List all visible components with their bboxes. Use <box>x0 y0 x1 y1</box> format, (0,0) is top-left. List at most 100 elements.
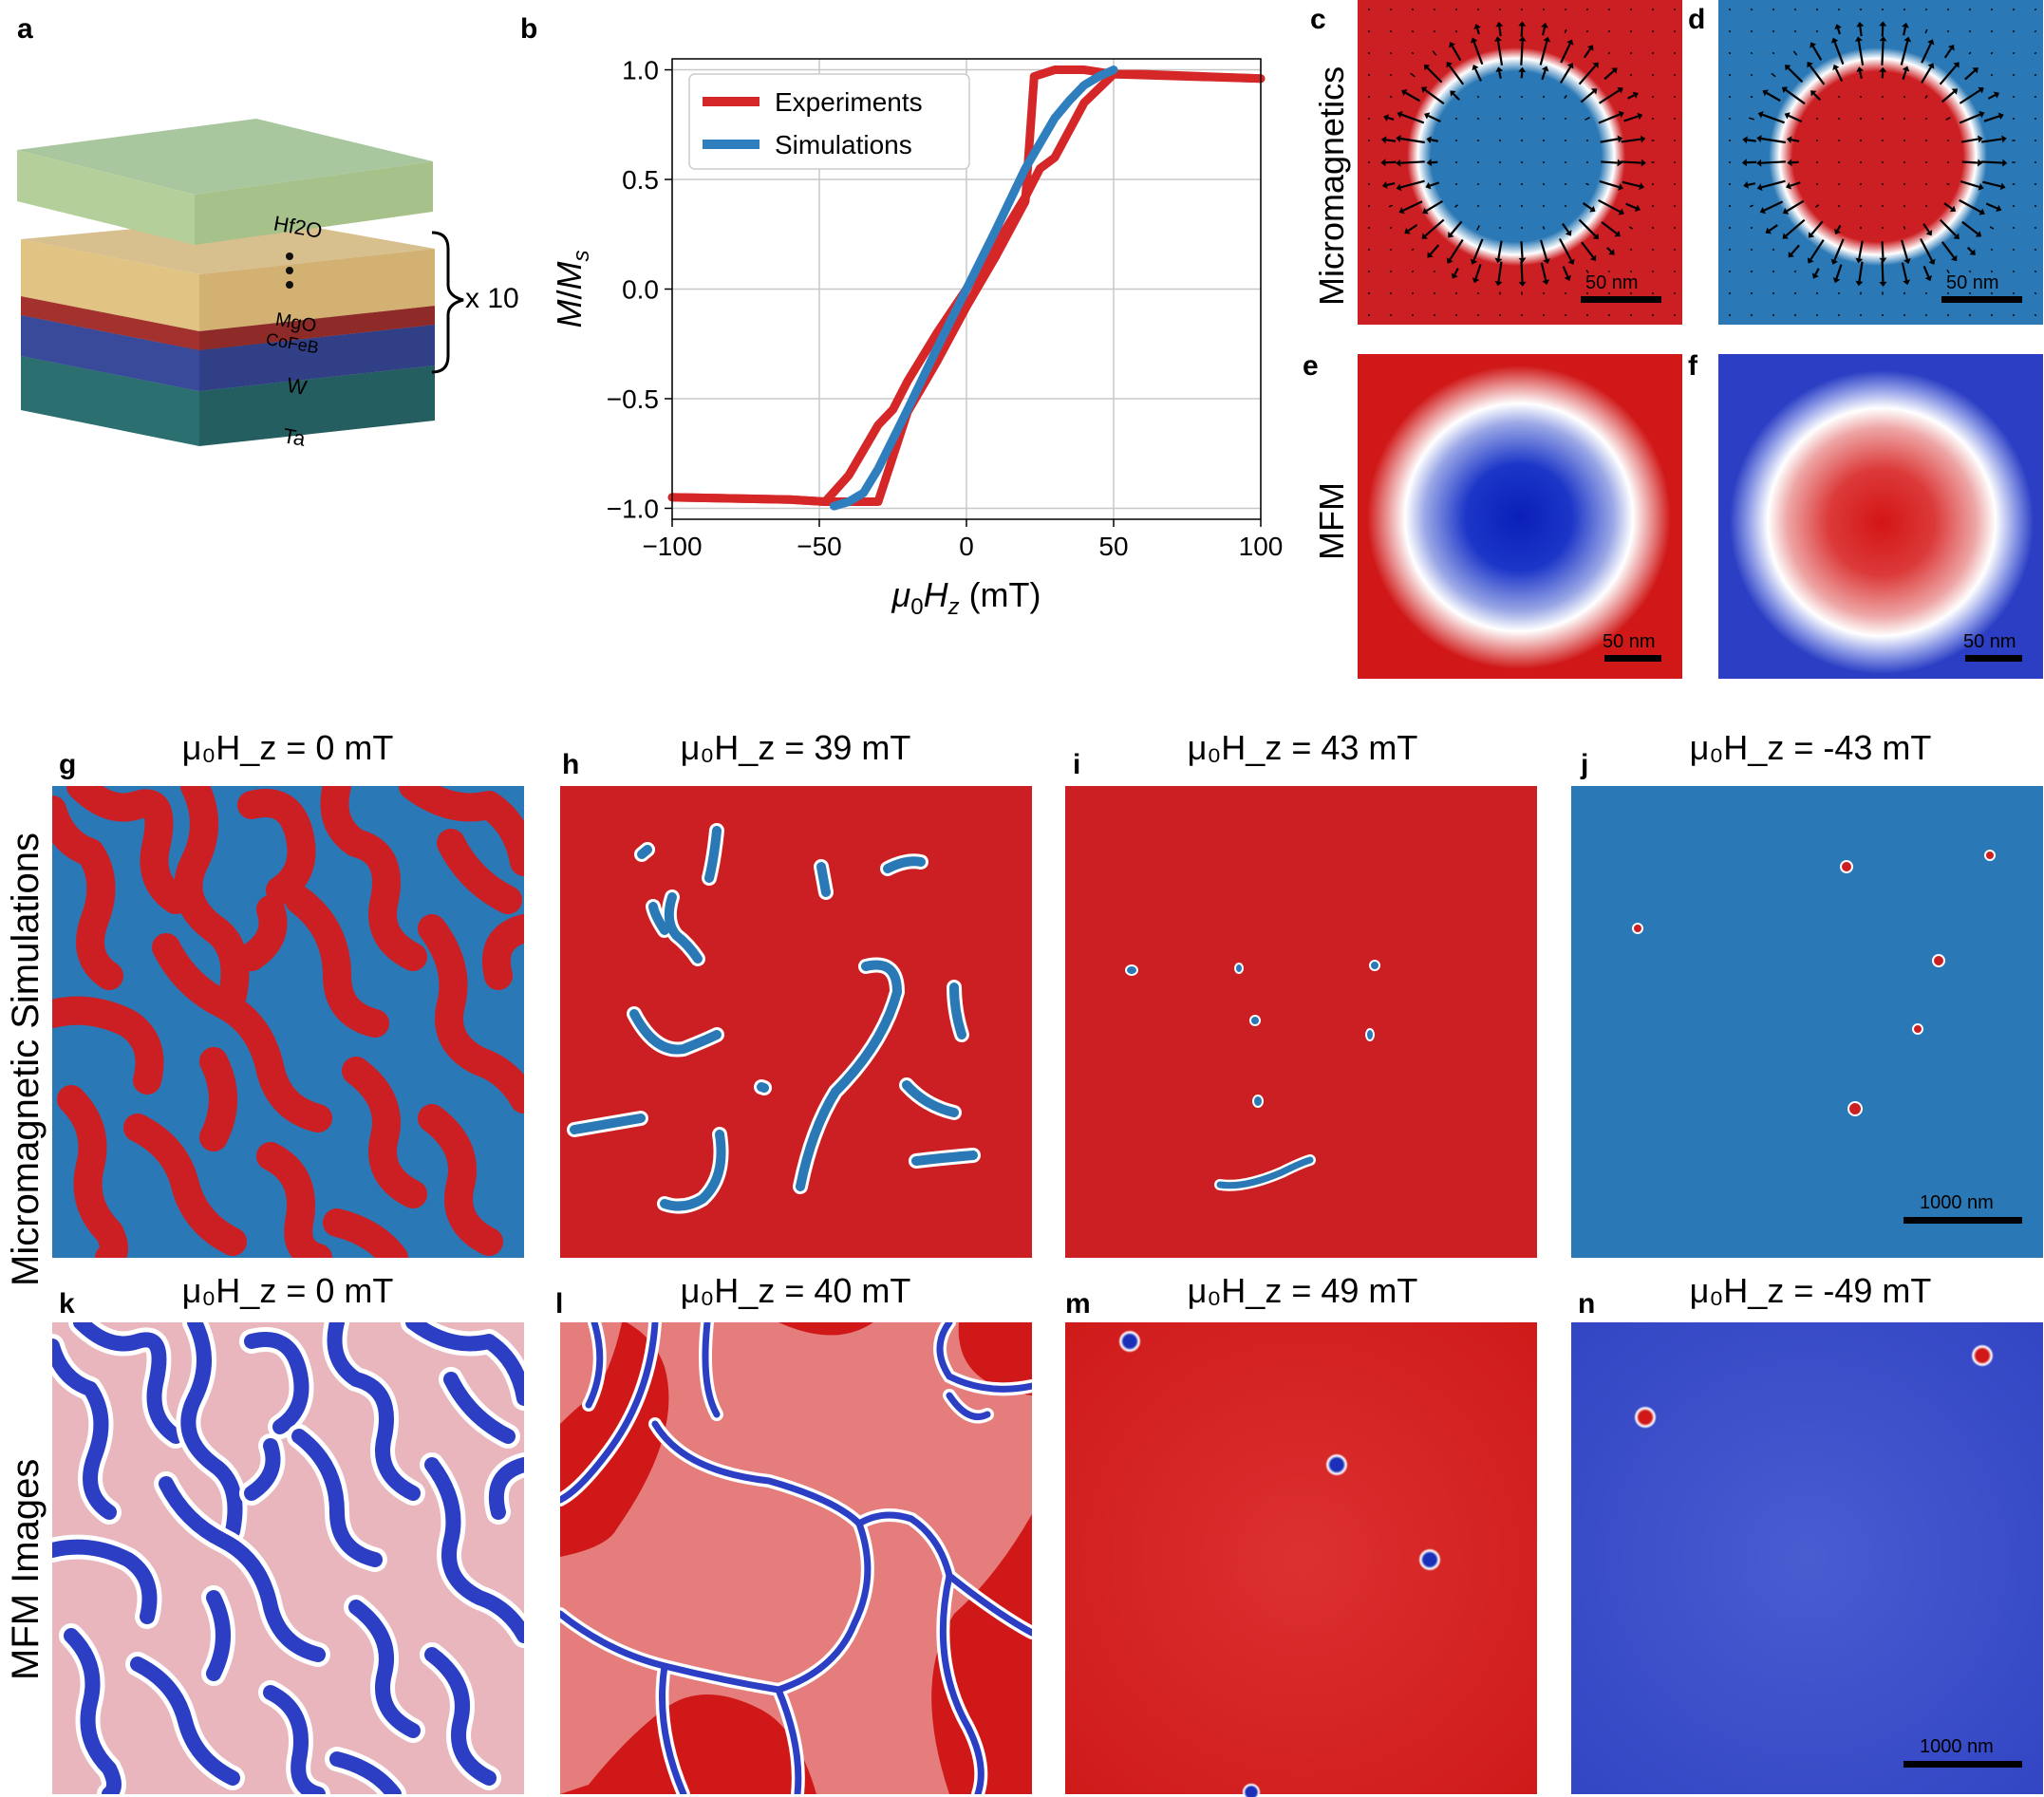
x-tick-label: −100 <box>642 532 702 561</box>
domain-stripe <box>443 1372 516 1444</box>
spin-arrow <box>1601 221 1618 234</box>
spin-arrowhead <box>1834 24 1842 30</box>
spin-arrow <box>1426 66 1443 84</box>
scale-label-j: 1000 nm <box>1920 1192 1994 1213</box>
micromagnetic-skyrmion-c: 50 nm <box>1358 0 1682 325</box>
spin-arrow <box>1990 8 1994 11</box>
spin-arrowhead <box>1396 135 1401 142</box>
spin-arrow <box>1921 66 1932 84</box>
spin-arrow <box>2012 291 2016 295</box>
spin-arrow <box>1673 73 1677 77</box>
domain-stripe <box>244 1332 309 1434</box>
title-l: μ₀H_z = 40 mT <box>681 1271 911 1310</box>
spin-arrowhead <box>1927 39 1935 46</box>
spin-arrow <box>1621 160 1641 164</box>
spin-arrow <box>1629 73 1633 77</box>
spin-arrow <box>2012 118 2016 120</box>
spin-arrow <box>1966 246 1974 253</box>
spin-arrow <box>1881 261 1885 282</box>
scale-bar-d <box>1941 296 2022 303</box>
spin-arrow <box>1946 291 1950 295</box>
spin-arrowhead <box>1949 205 1957 213</box>
spin-arrow <box>2034 95 2037 99</box>
spin-arrow <box>2034 73 2037 77</box>
spin-arrowhead <box>1617 159 1622 167</box>
spin-arrow <box>1476 117 1480 121</box>
spin-arrow <box>1542 27 1546 36</box>
spin-arrow <box>1945 117 1951 121</box>
spin-arrow <box>1903 95 1906 99</box>
spin-arrow <box>1750 226 1753 230</box>
spin-arrowhead <box>1978 110 1985 119</box>
spin-arrow <box>1920 238 1933 261</box>
spin-arrow <box>1404 91 1421 103</box>
spin-arrow <box>1389 226 1393 230</box>
spin-arrowhead <box>1997 112 2004 121</box>
spin-arrowhead <box>1495 21 1504 28</box>
spin-arrowhead <box>1565 230 1572 236</box>
spin-arrow <box>1581 241 1594 258</box>
spin-arrow <box>1814 268 1820 275</box>
spin-arrow <box>1814 204 1820 208</box>
panel-letter-a: a <box>17 13 33 45</box>
spin-arrow <box>1881 41 1885 66</box>
spin-arrow <box>1496 41 1504 66</box>
spin-arrowhead <box>1765 227 1772 234</box>
domain-stripe <box>64 1628 122 1794</box>
spin-arrow <box>1859 182 1863 186</box>
spin-arrow <box>1450 220 1463 235</box>
spin-arrow <box>1411 29 1415 33</box>
spin-arrow <box>1411 8 1415 11</box>
spin-arrow <box>1453 93 1460 101</box>
spin-arrowhead <box>1757 111 1764 119</box>
spin-arrow <box>1564 182 1567 186</box>
spin-arrow <box>1433 29 1436 33</box>
spin-arrowhead <box>1566 39 1574 46</box>
layer-stack: Hf2O MgO CoFeB W Ta x 10 <box>17 119 519 451</box>
spin-arrowhead <box>1641 159 1646 167</box>
spin-arrow <box>1835 264 1843 279</box>
spin-arrow <box>1968 8 1972 11</box>
spin-arrowhead <box>1473 24 1481 30</box>
spin-arrow <box>1903 226 1906 230</box>
spin-arrow <box>1367 51 1371 55</box>
spin-arrow <box>1673 226 1677 230</box>
spin-arrow <box>1540 262 1547 281</box>
spin-arrow <box>1989 226 1995 230</box>
spin-arrow <box>1454 313 1458 317</box>
spin-arrowhead <box>1834 228 1842 235</box>
spin-arrow <box>1980 160 2003 164</box>
scale-label-f: 50 nm <box>1963 631 2016 652</box>
spin-arrowhead <box>1618 208 1624 215</box>
spin-arrow <box>1728 95 1732 99</box>
mfm-domains-k <box>52 1322 524 1794</box>
spin-arrow <box>1541 69 1547 81</box>
spin-arrow <box>1520 41 1524 66</box>
domain-stripe <box>57 1085 128 1258</box>
spin-arrow <box>1815 313 1819 317</box>
spin-arrow <box>1728 313 1732 317</box>
spin-arrow <box>1474 264 1482 279</box>
domain-stripe <box>206 1590 231 1681</box>
spin-arrow <box>1857 41 1865 66</box>
spin-arrow <box>1498 182 1502 186</box>
spin-arrow <box>1787 66 1804 84</box>
spin-arrow <box>1815 29 1819 33</box>
spin-arrow <box>1601 160 1618 164</box>
spin-arrow <box>1564 204 1567 208</box>
spin-arrow <box>1585 291 1589 295</box>
spin-arrow <box>1990 313 1994 317</box>
title-h: μ₀H_z = 39 mT <box>681 728 911 767</box>
domain-stripe <box>342 1057 427 1208</box>
spin-arrowhead <box>1592 62 1599 68</box>
spin-arrow <box>1728 29 1732 33</box>
spin-arrow <box>1623 115 1639 122</box>
spin-arrow <box>1389 291 1393 295</box>
spin-arrow <box>1629 8 1633 11</box>
spin-arrow <box>1673 291 1677 295</box>
spin-arrow <box>1837 28 1841 35</box>
spin-arrow <box>1761 160 1786 164</box>
spin-arrowhead <box>1975 231 1982 237</box>
spin-arrowhead <box>1617 86 1623 94</box>
spin-arrow <box>1429 244 1440 255</box>
